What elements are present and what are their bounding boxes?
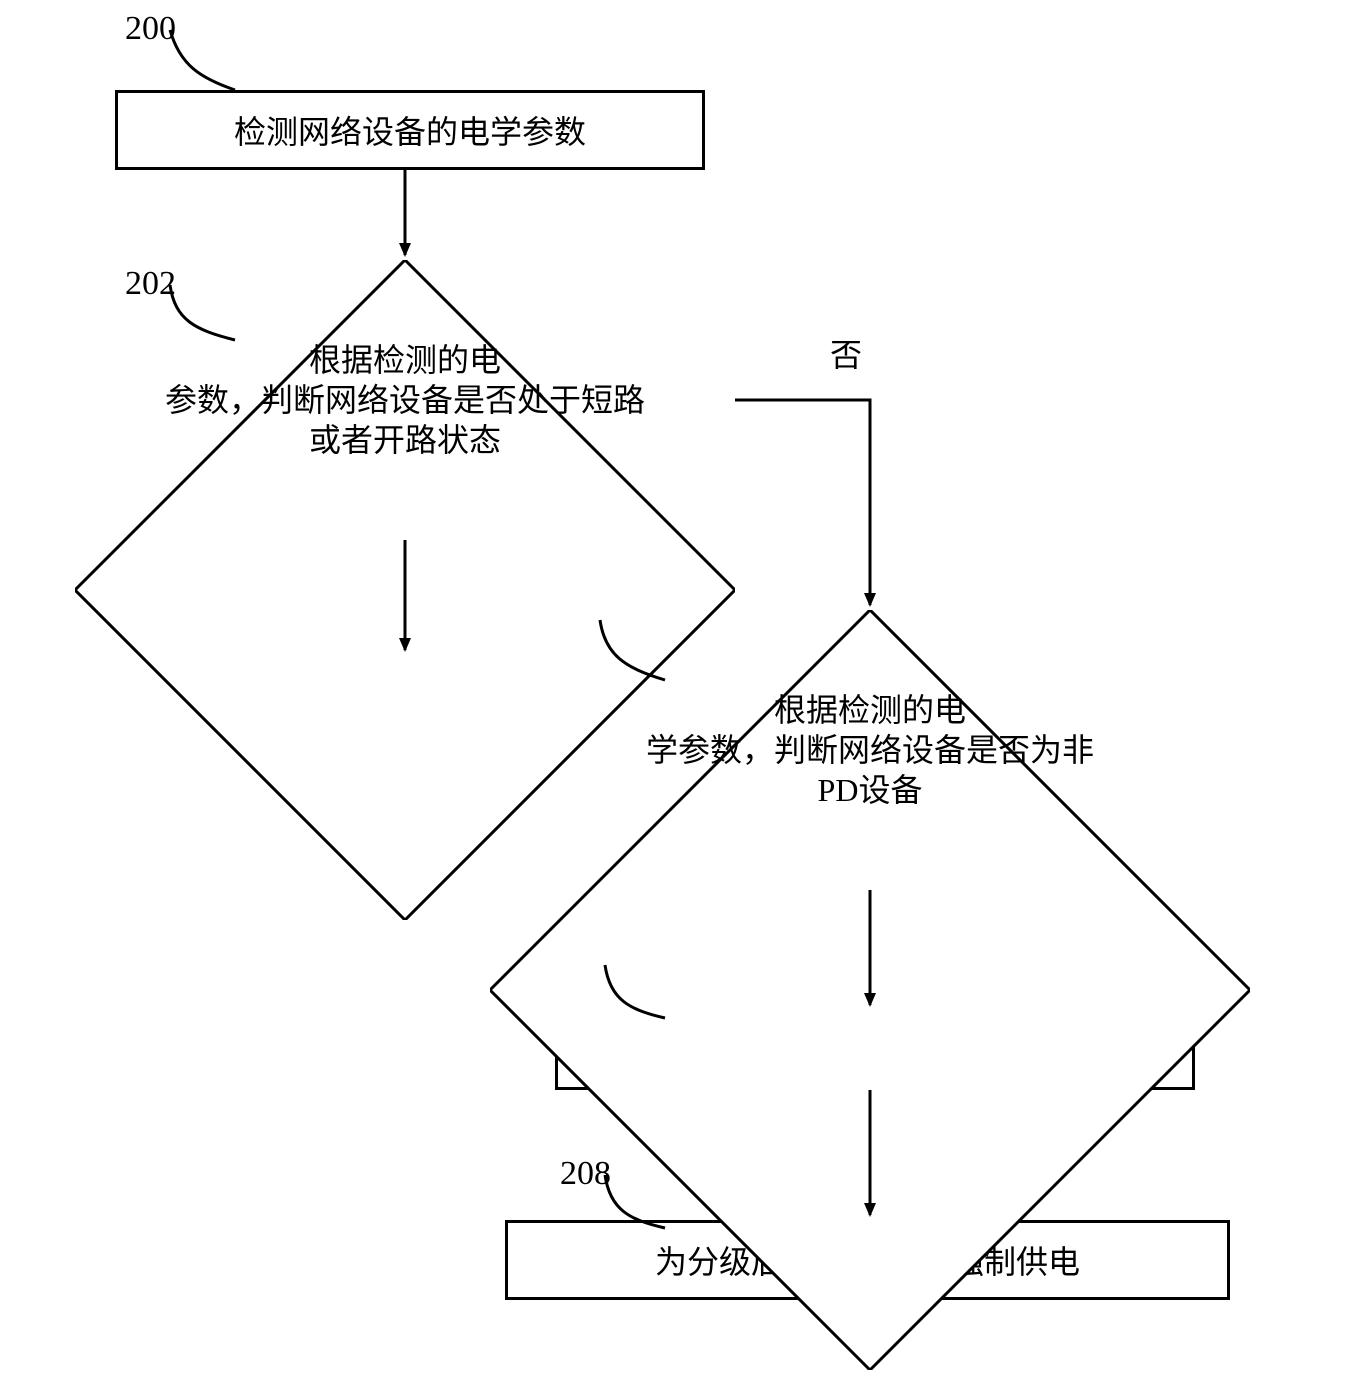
node-204: 根据检测的电 学参数，判断网络设备是否为非 PD设备 bbox=[490, 610, 1250, 890]
node-202-text: 根据检测的电 参数，判断网络设备是否处于短路 或者开路状态 bbox=[165, 340, 645, 460]
node-200: 检测网络设备的电学参数 bbox=[115, 90, 705, 170]
node-204-text: 根据检测的电 学参数，判断网络设备是否为非 PD设备 bbox=[646, 690, 1094, 810]
ref-200: 200 bbox=[125, 10, 176, 48]
node-202: 根据检测的电 参数，判断网络设备是否处于短路 或者开路状态 bbox=[75, 260, 735, 540]
node-200-text: 检测网络设备的电学参数 bbox=[234, 107, 586, 153]
edge-label-no-1: 否 bbox=[830, 330, 862, 376]
